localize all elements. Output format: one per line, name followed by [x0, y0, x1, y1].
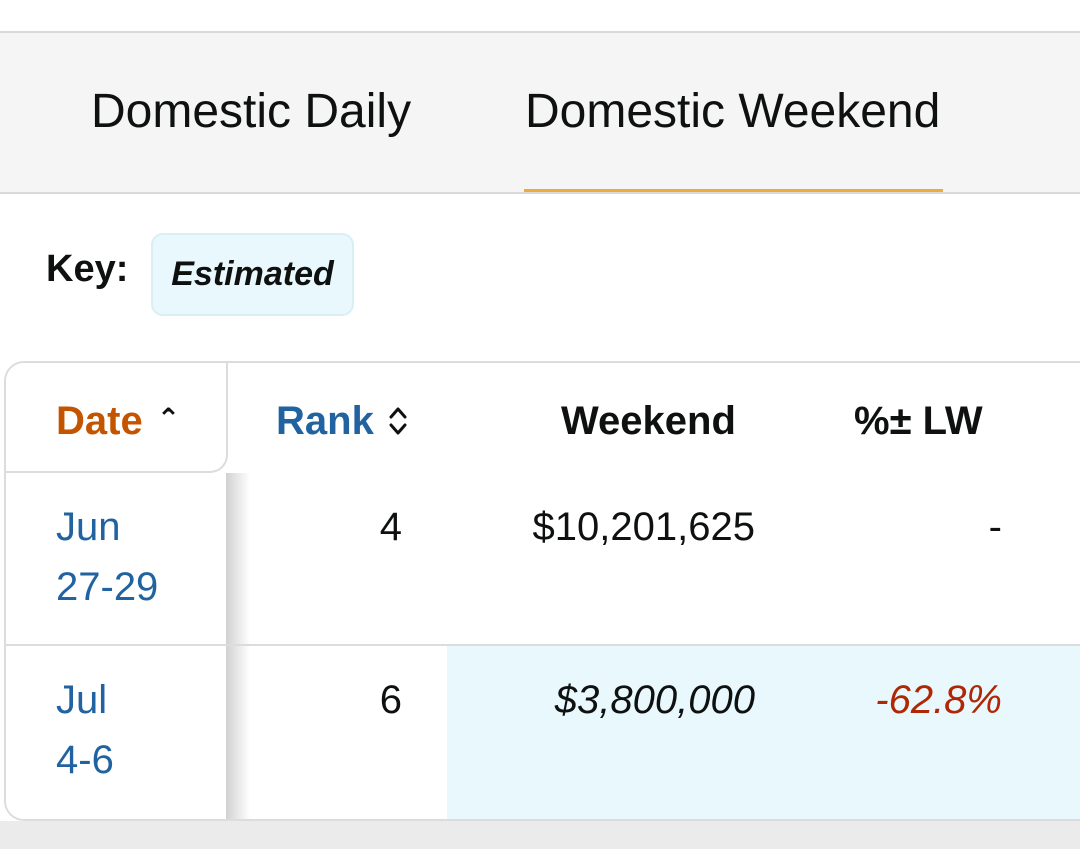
rank-column-header[interactable]: Rank — [276, 399, 408, 444]
date-column-header[interactable]: Date ⌃ — [56, 399, 180, 444]
weekend-table: Date ⌃ Rank Weekend %± LW Jun 27-29 4 $10… — [4, 361, 1080, 821]
weekend-column-header[interactable]: Weekend — [561, 399, 736, 443]
page-background-strip — [0, 821, 1080, 849]
table-row: Jun 27-29 4 $10,201,625 - — [6, 473, 1080, 646]
weekend-gross-cell: $10,201,625 — [532, 505, 755, 549]
rank-cell: 6 — [379, 678, 402, 722]
tab-label: Domestic Weekend — [525, 85, 941, 138]
sticky-column-shadow — [226, 473, 250, 644]
key-label: Key: — [46, 248, 129, 290]
active-tab-indicator — [524, 189, 944, 192]
tab-label: Domestic Daily — [91, 85, 412, 138]
date-header-label: Date — [56, 399, 143, 443]
rank-header-label: Rank — [276, 399, 374, 443]
date-link[interactable]: Jul 4-6 — [56, 678, 114, 782]
date-link[interactable]: Jun 27-29 — [56, 505, 159, 609]
estimated-highlight — [447, 646, 1080, 819]
tab-bar: Domestic Daily Domestic Weekend D — [0, 31, 1080, 194]
date-cell: Jul 4-6 — [6, 646, 226, 819]
pct-lw-cell: - — [988, 505, 1002, 549]
tab-scroll-fade — [970, 33, 1080, 192]
tab-domestic-weekend[interactable]: Domestic Weekend — [524, 33, 944, 192]
chevron-up-icon: ⌃ — [156, 403, 181, 434]
sort-icon — [389, 407, 407, 435]
pct-lw-cell: -62.8% — [875, 678, 1002, 722]
pct-lw-column-header[interactable]: %± LW — [854, 399, 983, 443]
weekend-gross-cell: $3,800,000 — [554, 678, 755, 722]
date-cell: Jun 27-29 — [6, 473, 226, 644]
sticky-column-shadow — [226, 646, 250, 819]
estimated-key-badge: Estimated — [151, 233, 354, 316]
table-row: Jul 4-6 6 $3,800,000 -62.8% — [6, 646, 1080, 819]
rank-cell: 4 — [379, 505, 402, 549]
date-header-cell[interactable] — [6, 363, 228, 473]
tab-domestic-daily[interactable]: Domestic Daily — [91, 33, 412, 192]
